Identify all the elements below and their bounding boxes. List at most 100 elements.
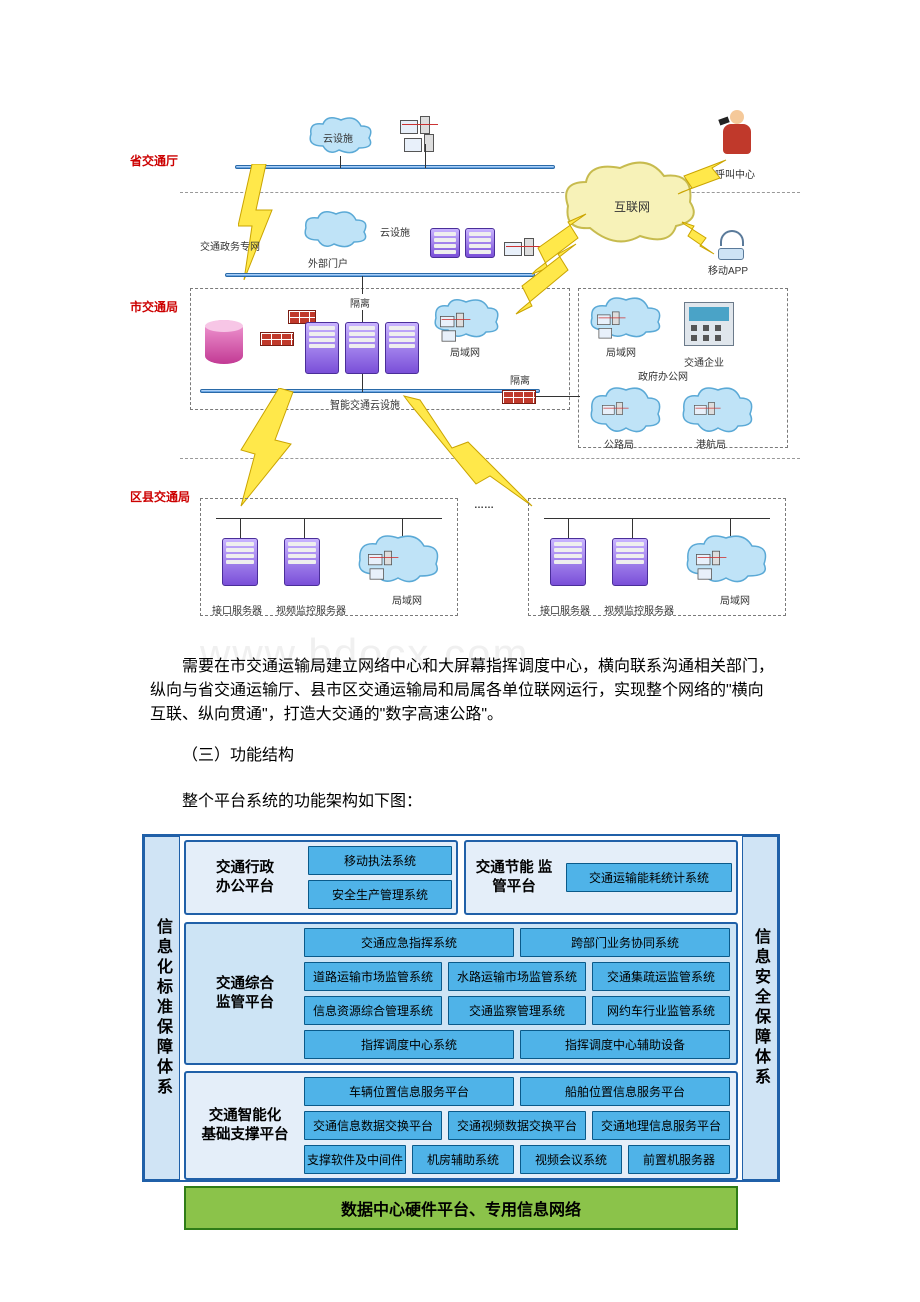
connector-line [362,276,363,294]
server-rack-icon [465,228,495,275]
module-cell: 交通集疏运监管系统 [592,962,730,991]
interface-server-label: 接口服务器 [540,602,590,617]
isolation-label: 隔离 [350,295,370,310]
pc-network-icon [692,548,732,576]
firewall-icon [260,332,294,346]
body-paragraph: 需要在市交通运输局建立网络中心和大屏幕指挥调度中心，横向联系沟通相关部门，纵向与… [150,655,775,727]
internet-label: 互联网 [614,198,650,215]
video-server-label: 视频监控服务器 [276,602,346,617]
connector-line [216,518,442,519]
ellipsis: …… [474,500,494,511]
module-cell: 指挥调度中心辅助设备 [520,1030,730,1059]
module-cell: 交通运输能耗统计系统 [566,863,732,892]
lightning-icon [398,392,538,510]
module-cell: 移动执法系统 [308,846,452,875]
platform-card: 交通节能 监管平台 交通运输能耗统计系统 [464,840,738,915]
server-rack-icon [385,322,419,369]
traffic-enterprise-label: 交通企业 [684,354,724,369]
platform-title: 交通智能化 基础支撑平台 [186,1073,304,1178]
server-rack-icon [284,538,320,585]
module-cell: 船舶位置信息服务平台 [520,1077,730,1106]
tier-label-city: 市交通局 [130,298,178,315]
server-rack-icon [430,228,460,275]
lightning-icon [676,158,730,200]
lightning-icon [510,238,580,318]
right-pillar: 信息安全保障体系 [742,836,778,1180]
platform-card: 交通智能化 基础支撑平台 车辆位置信息服务平台 船舶位置信息服务平台 交通信息数… [184,1071,738,1180]
lightning-icon [238,164,278,280]
gov-office-net-label: 政府办公网 [638,368,688,383]
cloud-label: 云设施 [380,224,410,239]
module-cell: 机房辅助系统 [412,1145,514,1174]
network-rail [235,165,555,169]
pc-network-icon [364,548,404,576]
mobile-app-label: 移动APP [708,262,748,277]
server-rack-icon [612,538,648,585]
server-rack-icon [550,538,586,585]
port-bureau-label: 港航局 [696,436,726,451]
lan-label: 局域网 [392,592,422,607]
right-pillar-text: 信息安全保障体系 [748,928,772,1088]
module-cell: 交通视频数据交换平台 [448,1111,586,1140]
pc-network-icon [688,398,728,426]
pc-network-icon [436,310,476,338]
cloud-label: 云设施 [323,130,353,145]
module-cell: 跨部门业务协同系统 [520,928,730,957]
module-cell: 水路运输市场监管系统 [448,962,586,991]
call-center-icon [715,108,759,162]
connector-line [536,396,580,397]
bottom-bar: 数据中心硬件平台、专用信息网络 [184,1186,738,1230]
connector-line [544,518,770,519]
pc-network-icon [592,308,632,336]
smart-cloud-label: 智能交通云设施 [330,396,400,411]
module-cell: 网约车行业监管系统 [592,996,730,1025]
module-cell: 前置机服务器 [628,1145,730,1174]
server-rack-icon [345,322,379,369]
connector-line [304,518,305,540]
module-cell: 视频会议系统 [520,1145,622,1174]
cloud-icon: 云设施 [305,116,375,158]
connector-line [425,144,426,168]
road-bureau-label: 公路局 [604,436,634,451]
module-cell: 道路运输市场监管系统 [304,962,442,991]
video-server-label: 视频监控服务器 [604,602,674,617]
architecture-diagram: 信息化标准保障体系 交通行政 办公平台 移动执法系统 安全生产管理系统 交通节能… [142,834,780,1182]
lan-label: 局域网 [450,344,480,359]
lan-label: 局域网 [606,344,636,359]
cloud-icon [300,210,370,252]
platform-card: 交通综合 监管平台 交通应急指挥系统 跨部门业务协同系统 道路运输市场监管系统 … [184,922,738,1065]
storage-cylinder-icon [205,320,243,364]
body-paragraph: 整个平台系统的功能架构如下图： [150,790,775,814]
module-cell: 安全生产管理系统 [308,880,452,909]
gov-net-label: 交通政务专网 [200,238,260,253]
pc-network-icon [596,398,636,426]
pc-network-icon [400,116,440,144]
connector-line [568,518,569,540]
connector-line [340,156,341,168]
platform-card: 交通行政 办公平台 移动执法系统 安全生产管理系统 [184,840,458,915]
lan-label: 局域网 [720,592,750,607]
connector-line [632,518,633,540]
module-cell: 交通监察管理系统 [448,996,586,1025]
platform-title: 交通行政 办公平台 [186,842,304,913]
building-icon [684,302,734,346]
platform-title: 交通节能 监管平台 [466,842,562,913]
module-cell: 支撑软件及中间件 [304,1145,406,1174]
left-pillar-text: 信息化标准保障体系 [150,918,174,1098]
module-cell: 车辆位置信息服务平台 [304,1077,514,1106]
lightning-icon [235,388,295,508]
module-cell: 交通地理信息服务平台 [592,1111,730,1140]
left-pillar: 信息化标准保障体系 [144,836,180,1180]
module-cell: 交通信息数据交换平台 [304,1111,442,1140]
server-rack-icon [222,538,258,585]
section-heading: （三）功能结构 [150,744,775,768]
lightning-icon [678,218,718,258]
external-portal-label: 外部门户 [308,255,348,270]
tier-label-county: 区县交通局 [130,488,190,505]
network-diagram: 省交通厅 市交通局 区县交通局 云设施 互联网 呼叫中心 交通政务专网 外部门户… [130,100,790,630]
module-cell: 信息资源综合管理系统 [304,996,442,1025]
platform-title: 交通综合 监管平台 [186,924,304,1063]
interface-server-label: 接口服务器 [212,602,262,617]
tier-label-province: 省交通厅 [130,152,178,169]
module-cell: 交通应急指挥系统 [304,928,514,957]
